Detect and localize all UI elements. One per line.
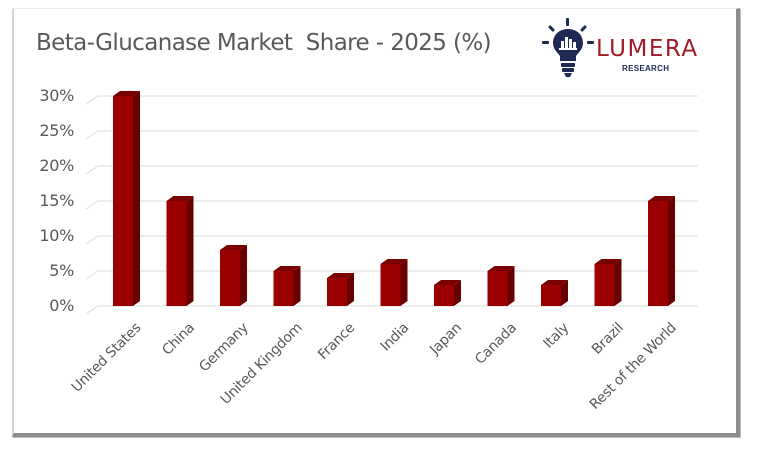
y-tick-label: 10% [39, 226, 74, 245]
gridline [85, 235, 698, 245]
logo-subtext: RESEARCH [622, 64, 670, 73]
gridline [85, 200, 698, 210]
gridline [85, 130, 698, 140]
bar-italy[interactable] [541, 280, 568, 306]
lightbulb-icon [542, 18, 594, 77]
bar-france[interactable] [327, 273, 354, 306]
lumera-logo: LUMERA RESEARCH [540, 16, 730, 80]
y-tick-label: 15% [39, 191, 74, 210]
gridline [85, 95, 698, 105]
bar-china[interactable] [166, 196, 194, 306]
y-tick-label: 5% [49, 261, 74, 280]
bar-brazil[interactable] [594, 259, 622, 306]
bar-united-kingdom[interactable] [273, 266, 301, 306]
y-tick-label: 20% [39, 156, 74, 175]
bar-germany[interactable] [220, 245, 247, 306]
bar-japan[interactable] [434, 280, 461, 306]
bar-united-states[interactable] [113, 91, 140, 306]
y-tick-label: 30% [39, 86, 74, 105]
bar-rest-of-the-world[interactable] [648, 196, 675, 306]
chart-title: Beta-Glucanase Market Share - 2025 (%) [36, 30, 492, 56]
gridline [85, 165, 698, 175]
gridline [85, 305, 698, 315]
y-tick-label: 25% [39, 121, 74, 140]
bar-india[interactable] [380, 259, 408, 306]
bar-canada[interactable] [487, 266, 515, 306]
y-tick-label: 0% [49, 296, 74, 315]
logo-wordmark: LUMERA [596, 36, 699, 62]
